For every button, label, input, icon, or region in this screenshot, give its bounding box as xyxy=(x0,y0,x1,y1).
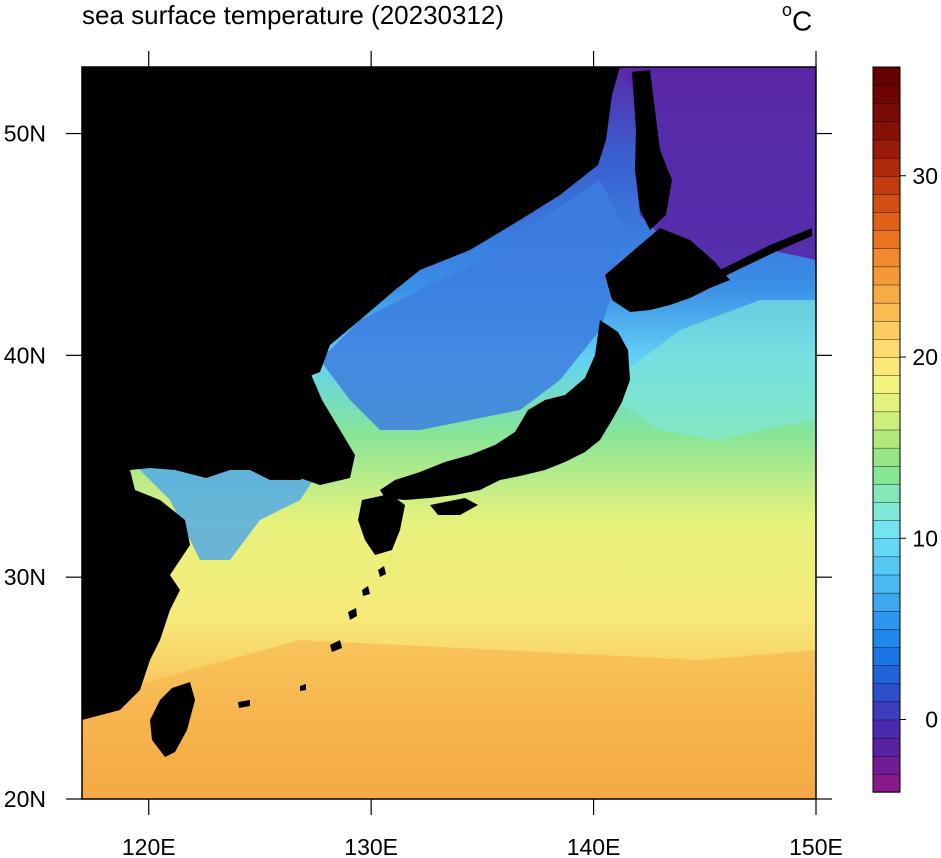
colorbar-segment xyxy=(872,121,901,141)
honshu-island xyxy=(380,320,630,500)
lat-tick-label: 30N xyxy=(4,564,46,590)
hokkaido-island xyxy=(605,228,730,312)
colorbar-tick-label: 0 xyxy=(925,707,938,733)
colorbar-segment xyxy=(872,356,901,376)
colorbar-segment xyxy=(872,193,901,213)
colorbar-segment xyxy=(872,465,901,485)
longitude-axis: 120E 130E 140E 150E xyxy=(122,51,843,858)
colorbar-tick-label: 30 xyxy=(912,163,938,189)
colorbar-segment xyxy=(872,393,901,413)
map-frame xyxy=(81,66,817,800)
colorbar-segment xyxy=(872,302,901,322)
lat-tick-label: 40N xyxy=(4,342,46,368)
colorbar-segment xyxy=(872,664,901,684)
lat-tick-label: 20N xyxy=(4,786,46,812)
lon-tick-label: 150E xyxy=(789,834,843,858)
colorbar-segment xyxy=(872,338,901,358)
colorbar-segment xyxy=(872,175,901,195)
colorbar-segment xyxy=(872,755,901,775)
colorbar-segment xyxy=(872,66,901,86)
colorbar-segment xyxy=(872,737,901,757)
colorbar-tick-label: 10 xyxy=(912,525,938,551)
colorbar-segment xyxy=(872,483,901,503)
colorbar-segment xyxy=(872,320,901,340)
latitude-axis: 20N 30N 40N 50N xyxy=(4,121,832,812)
colorbar-segment xyxy=(872,84,901,104)
colorbar-segment xyxy=(872,592,901,612)
colorbar-segment xyxy=(872,773,901,793)
colorbar-segment xyxy=(872,574,901,594)
lon-tick-label: 120E xyxy=(122,834,176,858)
ryukyu-islands xyxy=(238,566,386,708)
colorbar-segment xyxy=(872,538,901,558)
kuril-islands xyxy=(720,228,812,276)
liaodong-area xyxy=(175,335,250,372)
lon-tick-label: 130E xyxy=(344,834,398,858)
plot-title: sea surface temperature (20230312) xyxy=(82,0,505,30)
map-area xyxy=(82,67,816,799)
colorbar-segment xyxy=(872,139,901,159)
sea-of-japan-cool-water xyxy=(320,180,625,430)
colorbar-segment xyxy=(872,719,901,739)
shandong-peninsula xyxy=(135,430,205,460)
kuroshio-extension-cyan xyxy=(600,300,816,440)
colorbar-segment xyxy=(872,429,901,449)
korean-peninsula xyxy=(258,360,355,485)
colorbar-segment xyxy=(872,519,901,539)
colorbar-segment xyxy=(872,701,901,721)
colorbar-segment xyxy=(872,103,901,123)
taiwan-island xyxy=(150,682,195,757)
colorbar-segment xyxy=(872,248,901,268)
colorbar-segment xyxy=(872,447,901,467)
okhotsk-cold-water xyxy=(620,67,816,270)
colorbar-segment xyxy=(872,628,901,648)
subtropical-warm-band xyxy=(82,640,816,799)
colorbar-tick-label: 20 xyxy=(912,344,938,370)
asian-mainland xyxy=(82,67,620,720)
colorbar xyxy=(872,66,901,793)
colorbar-frame xyxy=(872,66,901,793)
kyushu-island xyxy=(358,494,405,555)
lon-tick-label: 140E xyxy=(567,834,621,858)
colorbar-segment xyxy=(872,646,901,666)
degree-symbol: o xyxy=(782,0,793,20)
shikoku-island xyxy=(430,498,478,515)
colorbar-segment xyxy=(872,610,901,630)
colorbar-segment xyxy=(872,211,901,231)
colorbar-segment xyxy=(872,266,901,286)
colorbar-segment xyxy=(872,683,901,703)
sakhalin-island xyxy=(632,70,672,230)
colorbar-segment xyxy=(872,556,901,576)
colorbar-segment xyxy=(872,157,901,177)
colorbar-segment xyxy=(872,284,901,304)
lat-tick-label: 50N xyxy=(4,121,46,147)
units-label: oC xyxy=(782,0,813,37)
colorbar-ticks: 0 10 20 30 xyxy=(900,163,938,733)
colorbar-segment xyxy=(872,501,901,521)
colorbar-segment xyxy=(872,374,901,394)
units-letter: C xyxy=(792,5,813,37)
colorbar-segment xyxy=(872,229,901,249)
colorbar-segment xyxy=(872,411,901,431)
